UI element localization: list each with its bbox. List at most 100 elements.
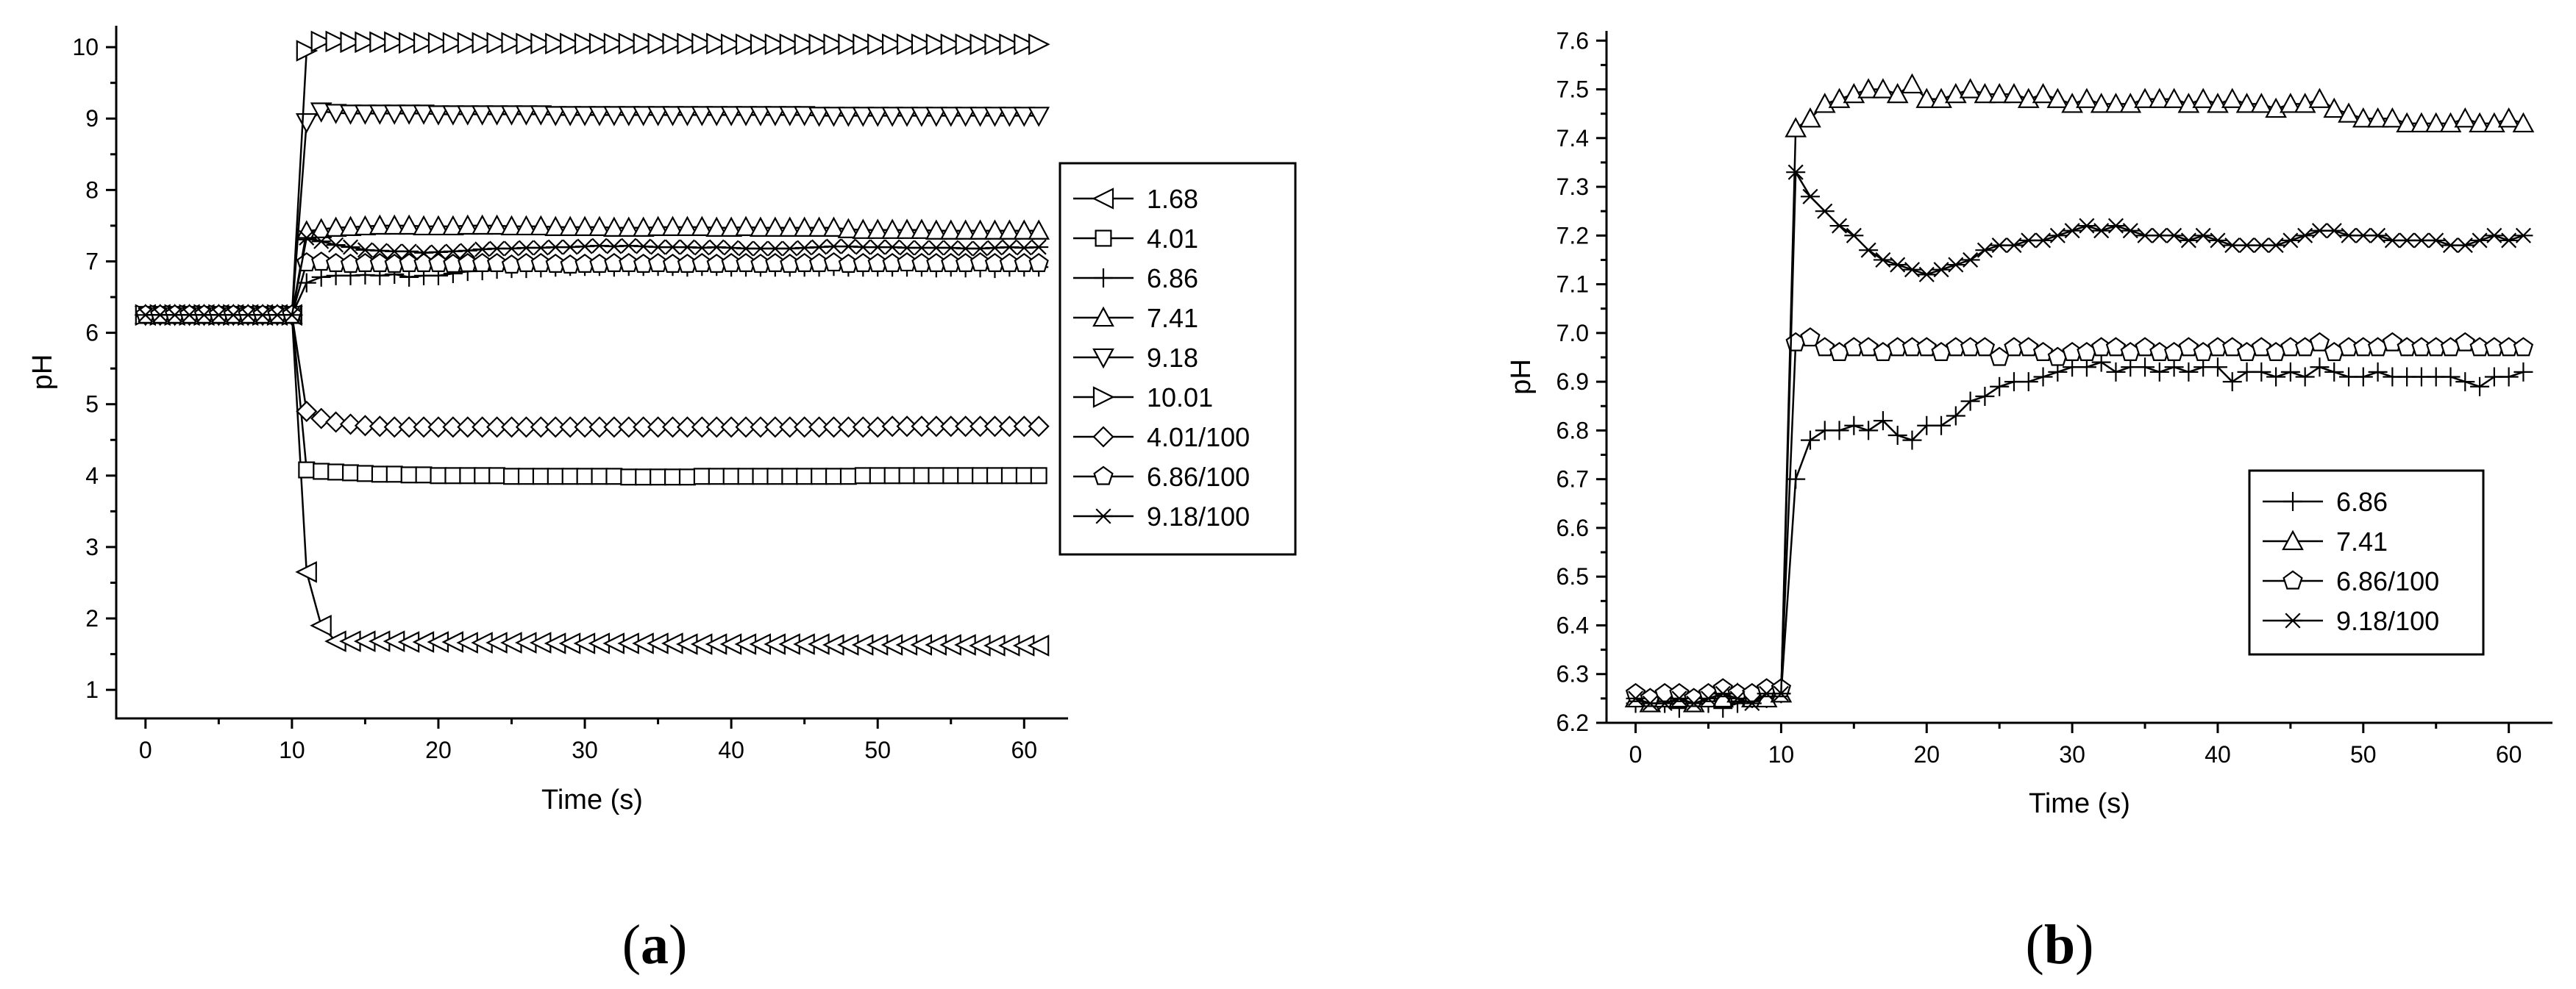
- data-point: [2295, 367, 2315, 387]
- data-point: [1858, 337, 1879, 357]
- data-point: [324, 216, 347, 237]
- panel-label-letter: b: [2044, 914, 2075, 976]
- data-point: [2295, 227, 2315, 243]
- data-point: [1028, 107, 1050, 127]
- series-6-86-100: [135, 251, 1049, 324]
- data-point: [2499, 367, 2519, 387]
- data-point: [2134, 88, 2156, 108]
- legend-marker: [1092, 188, 1114, 210]
- data-point: [442, 105, 464, 126]
- data-point: [544, 416, 566, 438]
- data-point: [705, 216, 728, 237]
- legend-marker: [1092, 426, 1114, 448]
- data-point: [822, 216, 845, 237]
- data-point: [588, 215, 611, 237]
- data-point: [516, 32, 538, 55]
- x-tick-label: 60: [2496, 741, 2522, 768]
- data-point: [1989, 346, 2010, 366]
- data-point: [984, 33, 1006, 56]
- data-point: [808, 33, 831, 56]
- data-point: [1857, 78, 1879, 99]
- legend-label: 7.41: [2336, 526, 2388, 557]
- legend-marker: [1093, 465, 1114, 485]
- data-point: [1669, 682, 1690, 702]
- data-point: [1959, 78, 1982, 99]
- panel-label: (b): [2026, 914, 2094, 976]
- data-point: [503, 468, 521, 485]
- data-point: [2497, 107, 2520, 128]
- legend-item: 7.41: [2263, 526, 2388, 557]
- data-point: [764, 33, 787, 56]
- data-point: [1030, 467, 1047, 485]
- data-point: [1960, 251, 1980, 268]
- data-point: [693, 468, 711, 485]
- data-point: [2091, 223, 2111, 239]
- data-point: [2382, 332, 2403, 351]
- data-point: [2455, 238, 2475, 254]
- data-point: [2106, 362, 2126, 382]
- data-point: [413, 215, 435, 236]
- legend-label: 6.86: [1147, 263, 1198, 293]
- data-point: [2046, 88, 2069, 108]
- legend-item: 6.86/100: [2263, 566, 2439, 596]
- data-point: [474, 467, 491, 485]
- data-point: [2135, 357, 2155, 377]
- data-point: [355, 31, 377, 54]
- data-point: [500, 215, 523, 236]
- legend-marker: [2283, 613, 2302, 629]
- x-tick-label: 10: [279, 737, 305, 763]
- data-point: [561, 468, 579, 485]
- data-point: [837, 107, 860, 127]
- x-axis-title: Time (s): [541, 785, 643, 815]
- data-point: [2308, 88, 2331, 108]
- data-point: [356, 465, 374, 482]
- data-point: [2381, 107, 2404, 128]
- data-point: [867, 218, 889, 239]
- y-tick-label: 6.7: [1556, 466, 1589, 493]
- legend-marker: [1094, 508, 1113, 524]
- data-point: [2368, 227, 2388, 243]
- data-point: [969, 219, 992, 240]
- legend-label: 9.18/100: [2336, 606, 2439, 636]
- data-point: [766, 468, 784, 485]
- data-point: [369, 104, 391, 125]
- data-point: [752, 468, 769, 485]
- data-point: [545, 32, 567, 55]
- data-point: [983, 415, 1006, 438]
- data-point: [530, 416, 552, 438]
- data-point: [2033, 232, 2053, 249]
- data-point: [896, 415, 918, 438]
- legend-item: 10.01: [1073, 382, 1213, 413]
- data-point: [532, 468, 549, 485]
- data-point: [2251, 337, 2271, 357]
- data-point: [457, 32, 480, 54]
- legend-label: 10.01: [1147, 382, 1213, 413]
- data-point: [544, 215, 567, 237]
- data-point: [1960, 391, 1980, 411]
- data-point: [471, 105, 494, 126]
- data-point: [633, 416, 655, 438]
- data-point: [398, 104, 420, 125]
- legend-marker: [2283, 492, 2302, 511]
- data-point: [603, 106, 625, 126]
- data-point: [635, 468, 652, 486]
- data-point: [822, 107, 845, 127]
- data-point: [547, 468, 564, 485]
- data-point: [605, 468, 623, 485]
- x-tick-label: 50: [2350, 741, 2377, 768]
- data-point: [1915, 88, 1938, 108]
- y-tick-label: 2: [85, 605, 99, 632]
- data-point: [778, 216, 801, 237]
- data-point: [413, 32, 435, 54]
- data-point: [310, 614, 332, 637]
- data-point: [324, 104, 347, 124]
- data-point: [385, 465, 403, 483]
- data-point: [574, 215, 596, 237]
- data-point: [661, 106, 684, 126]
- data-point: [633, 32, 655, 55]
- series-4-01: [137, 306, 1047, 486]
- data-point: [471, 214, 494, 235]
- data-point: [472, 416, 494, 438]
- data-point: [1932, 262, 1951, 278]
- data-point: [2221, 88, 2244, 108]
